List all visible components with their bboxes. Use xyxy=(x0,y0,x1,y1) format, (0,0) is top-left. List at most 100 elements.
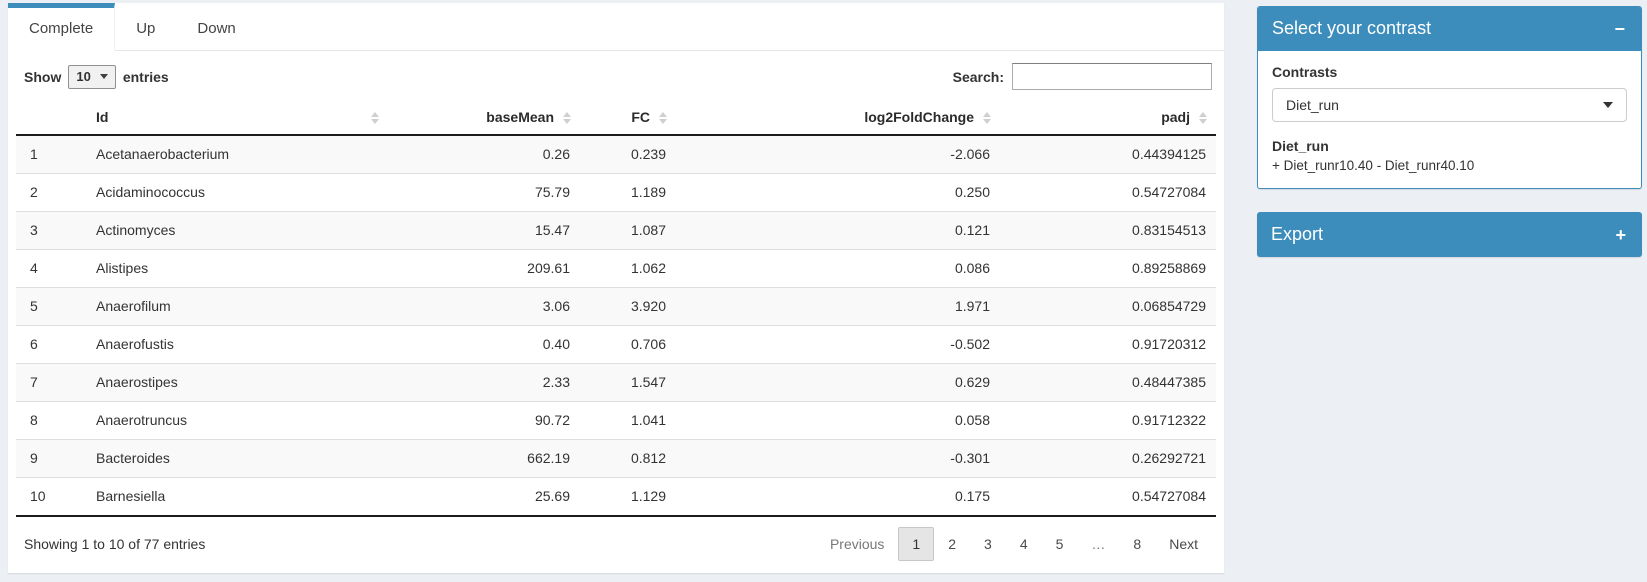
sort-desc-arrow xyxy=(371,118,379,124)
show-label: Show xyxy=(24,68,62,85)
fc-cell: 1.189 xyxy=(580,173,676,212)
fc-cell: 1.547 xyxy=(580,363,676,402)
chevron-down-icon xyxy=(99,73,108,79)
id-cell: Anaerofustis xyxy=(88,325,388,364)
page-length-control: Show 10 entries xyxy=(24,64,169,89)
fc-cell: 0.239 xyxy=(630,146,666,162)
contrast-dropdown[interactable]: Diet_run xyxy=(1272,88,1627,122)
sort-icon[interactable] xyxy=(659,111,667,124)
contrast-box-title: Select your contrast xyxy=(1272,18,1432,38)
tab-up[interactable]: Up xyxy=(115,3,177,50)
sidebar-panel: Select your contrast − Contrasts Diet_ru… xyxy=(1257,6,1642,257)
column-header-padj[interactable]: padj xyxy=(1000,101,1216,136)
tab-bar: Complete Up Down xyxy=(8,3,1224,51)
id-cell: Acetanaerobacterium xyxy=(96,146,230,162)
page-length-value: 10 xyxy=(76,68,91,84)
table-row: 1 Acetanaerobacterium 0.26 0.239 -2.066 0.443… xyxy=(16,135,1216,174)
table-row: 10 Barnesiella 25.69 1.129 0.175 0.54727084 xyxy=(16,477,1216,517)
padj-cell: 0.91712322 xyxy=(1000,401,1216,440)
table-row: 5 Anaerofilum 3.06 3.920 1.971 0.06854729 xyxy=(16,287,1216,326)
fc-cell: 1.129 xyxy=(580,477,676,517)
pagination-page-2[interactable]: 2 xyxy=(948,536,957,552)
pagination-page-3[interactable]: 3 xyxy=(984,536,992,552)
id-cell: Actinomyces xyxy=(88,211,388,250)
id-cell: Anaerofilum xyxy=(88,287,388,326)
export-box-header[interactable]: Export + xyxy=(1257,212,1642,257)
row-number: 9 xyxy=(16,439,88,478)
sort-asc-arrow xyxy=(371,111,379,117)
table-row: 8 Anaerotruncus 90.72 1.041 0.058 0.91712322 xyxy=(16,401,1216,440)
pagination-page-8[interactable]: 8 xyxy=(1133,536,1142,552)
basemean-cell: 90.72 xyxy=(388,401,580,440)
sort-asc-arrow xyxy=(983,111,991,117)
basemean-cell: 662.19 xyxy=(388,439,580,478)
contrast-description: + Diet_runr10.40 - Diet_runr40.10 xyxy=(1272,158,1475,173)
column-header-basemean[interactable]: baseMean xyxy=(388,101,580,136)
pagination-ellipsis: … xyxy=(1091,536,1106,552)
fc-cell: 1.041 xyxy=(580,401,676,440)
log2fc-cell: -2.066 xyxy=(950,146,990,162)
export-box-title: Export xyxy=(1271,224,1324,244)
id-cell: Anaerostipes xyxy=(88,363,388,402)
sort-desc-arrow xyxy=(1199,118,1207,124)
sort-asc-arrow xyxy=(563,111,571,117)
sort-icon[interactable] xyxy=(983,111,991,124)
row-number: 10 xyxy=(16,477,88,517)
column-header-fc[interactable]: FC xyxy=(580,101,676,136)
column-label: baseMean xyxy=(486,109,554,125)
basemean-cell: 0.40 xyxy=(388,325,580,364)
log2fc-cell: 0.086 xyxy=(676,249,1000,288)
pagination-page-4[interactable]: 4 xyxy=(1019,536,1028,552)
basemean-cell: 3.06 xyxy=(388,287,580,326)
table-controls: Show 10 entries Search: xyxy=(16,63,1216,90)
row-number: 7 xyxy=(16,363,88,402)
padj-cell: 0.89258869 xyxy=(1000,249,1216,288)
sort-icon[interactable] xyxy=(1199,111,1207,124)
collapse-minus-icon[interactable]: − xyxy=(1614,18,1625,39)
table-row: 7 Anaerostipes 2.33 1.547 0.629 0.48447385 xyxy=(16,363,1216,402)
table-row: 3 Actinomyces 15.47 1.087 0.121 0.83154513 xyxy=(16,211,1216,250)
results-table: Id baseMean FC log2FoldChange padj 1 Acetanae… xyxy=(16,101,1216,517)
log2fc-cell: 1.971 xyxy=(676,287,1000,326)
search-input[interactable] xyxy=(1012,63,1212,90)
basemean-cell: 209.61 xyxy=(388,249,580,288)
column-label: log2FoldChange xyxy=(864,109,974,125)
basemean-cell: 25.69 xyxy=(388,477,580,517)
tab-down[interactable]: Down xyxy=(176,3,257,50)
contrast-dropdown-value: Diet_run xyxy=(1286,97,1339,113)
padj-cell: 0.54727084 xyxy=(1000,173,1216,212)
row-number: 3 xyxy=(16,211,88,250)
padj-cell: 0.44394125 xyxy=(1132,146,1206,162)
page-length-select[interactable]: 10 xyxy=(68,64,116,89)
log2fc-cell: -0.301 xyxy=(676,439,1000,478)
expand-plus-icon: + xyxy=(1615,224,1626,245)
fc-cell: 1.087 xyxy=(580,211,676,250)
basemean-cell: 0.26 xyxy=(542,146,570,162)
log2fc-cell: -0.502 xyxy=(676,325,1000,364)
table-row: 6 Anaerofustis 0.40 0.706 -0.502 0.91720312 xyxy=(16,325,1216,364)
row-number: 2 xyxy=(16,173,88,212)
fc-cell: 3.920 xyxy=(580,287,676,326)
pagination-page-5[interactable]: 5 xyxy=(1055,536,1064,552)
row-number: 6 xyxy=(16,325,88,364)
entries-label: entries xyxy=(122,68,169,85)
pagination-page-1[interactable]: 1 xyxy=(898,527,935,561)
caret-down-icon xyxy=(1603,102,1613,108)
log2fc-cell: 0.121 xyxy=(676,211,1000,250)
contrast-box: Select your contrast − Contrasts Diet_ru… xyxy=(1257,6,1642,189)
sort-icon[interactable] xyxy=(563,111,571,124)
column-header-id[interactable]: Id xyxy=(88,101,388,136)
pagination-previous: Previous xyxy=(829,536,885,552)
tab-complete[interactable]: Complete xyxy=(8,3,116,51)
search-label: Search: xyxy=(952,68,1004,85)
pagination-next[interactable]: Next xyxy=(1169,536,1198,552)
row-number: 8 xyxy=(16,401,88,440)
table-row: 2 Acidaminococcus 75.79 1.189 0.250 0.5472708… xyxy=(16,173,1216,212)
id-cell: Bacteroides xyxy=(88,439,388,478)
padj-cell: 0.91720312 xyxy=(1000,325,1216,364)
column-header-log2foldchange[interactable]: log2FoldChange xyxy=(676,101,1000,136)
sort-icon[interactable] xyxy=(371,111,379,124)
row-number: 4 xyxy=(16,249,88,288)
table-row: 9 Bacteroides 662.19 0.812 -0.301 0.26292721 xyxy=(16,439,1216,478)
results-table-card: Complete Up Down Show 10 entries Search: I… xyxy=(8,3,1224,573)
